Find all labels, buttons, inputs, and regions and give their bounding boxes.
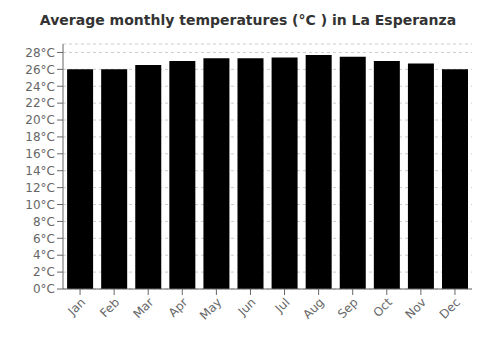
svg-text:16°C: 16°C — [25, 147, 55, 161]
html-text:Average monthly temperatures (: Average monthly temperatures (°C ) in La… — [39, 12, 457, 28]
svg-text:22°C: 22°C — [25, 96, 55, 110]
svg-text:May: May — [197, 295, 224, 322]
svg-text:Mar: Mar — [130, 295, 156, 321]
svg-text:Oct: Oct — [370, 295, 395, 320]
svg-text:Feb: Feb — [97, 295, 122, 320]
svg-text:26°C: 26°C — [25, 63, 55, 77]
svg-text:12°C: 12°C — [25, 181, 55, 195]
svg-text:10°C: 10°C — [25, 198, 55, 212]
svg-text:Jul: Jul — [272, 295, 293, 316]
svg-text:Aug: Aug — [300, 295, 326, 321]
svg-text:Dec: Dec — [437, 295, 463, 321]
svg-text:Nov: Nov — [403, 295, 429, 321]
svg-text:0°C: 0°C — [33, 282, 55, 296]
svg-text:20°C: 20°C — [25, 113, 55, 127]
svg-text:18°C: 18°C — [25, 130, 55, 144]
svg-text:2°C: 2°C — [33, 265, 55, 279]
svg-text:8°C: 8°C — [33, 215, 55, 229]
svg-text:24°C: 24°C — [25, 80, 55, 94]
svg-text:6°C: 6°C — [33, 232, 55, 246]
svg-text:Jan: Jan — [64, 295, 88, 319]
svg-text:Apr: Apr — [166, 295, 191, 320]
svg-text:4°C: 4°C — [33, 248, 55, 262]
svg-text:Sep: Sep — [335, 295, 361, 321]
svg-text:28°C: 28°C — [25, 46, 55, 60]
svg-text:14°C: 14°C — [25, 164, 55, 178]
svg-text:Jun: Jun — [235, 295, 259, 319]
